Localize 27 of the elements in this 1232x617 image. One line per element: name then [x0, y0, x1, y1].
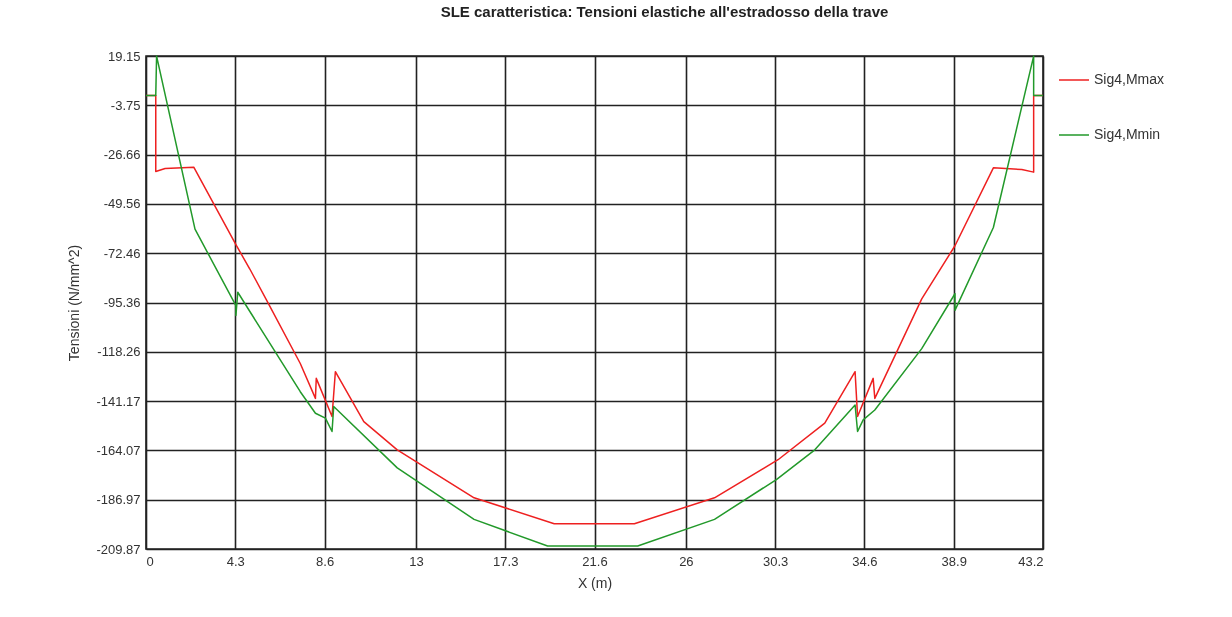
x-tick-label: 0 — [146, 553, 154, 569]
y-tick-label: -164.07 — [96, 442, 141, 458]
x-tick-label: 13 — [409, 553, 424, 569]
y-tick-label: -186.97 — [96, 492, 141, 508]
y-tick-label: -209.87 — [96, 541, 141, 557]
y-tick-label: -141.17 — [96, 393, 141, 409]
y-tick-label: -26.66 — [103, 147, 141, 163]
legend-label: Sig4,Mmin — [1094, 126, 1161, 142]
x-tick-label: 8.6 — [316, 553, 335, 569]
x-tick-label: 17.3 — [493, 553, 519, 569]
x-tick-label: 26 — [679, 553, 694, 569]
x-axis-title: X (m) — [577, 574, 613, 591]
x-tick-label: 21.6 — [582, 553, 608, 569]
y-tick-label: -72.46 — [103, 245, 141, 261]
x-tick-label: 4.3 — [226, 553, 245, 569]
chart-title: SLE caratteristica: Tensioni elastiche all'estradosso della trave — [440, 3, 889, 20]
x-tick-label: 34.6 — [852, 553, 878, 569]
x-tick-label: 43.2 — [1018, 553, 1044, 569]
y-tick-label: -49.56 — [103, 196, 141, 212]
y-tick-label: -95.36 — [103, 295, 141, 310]
y-tick-label: 19.15 — [107, 48, 141, 64]
x-tick-label: 38.9 — [941, 553, 967, 569]
y-tick-label: -118.26 — [97, 344, 141, 360]
y-axis-title: Tensioni (N/mm^2) — [66, 244, 83, 362]
x-tick-label: 30.3 — [762, 553, 789, 569]
legend-label: Sig4,Mmax — [1094, 71, 1165, 87]
y-tick-label: -3.75 — [110, 97, 141, 113]
